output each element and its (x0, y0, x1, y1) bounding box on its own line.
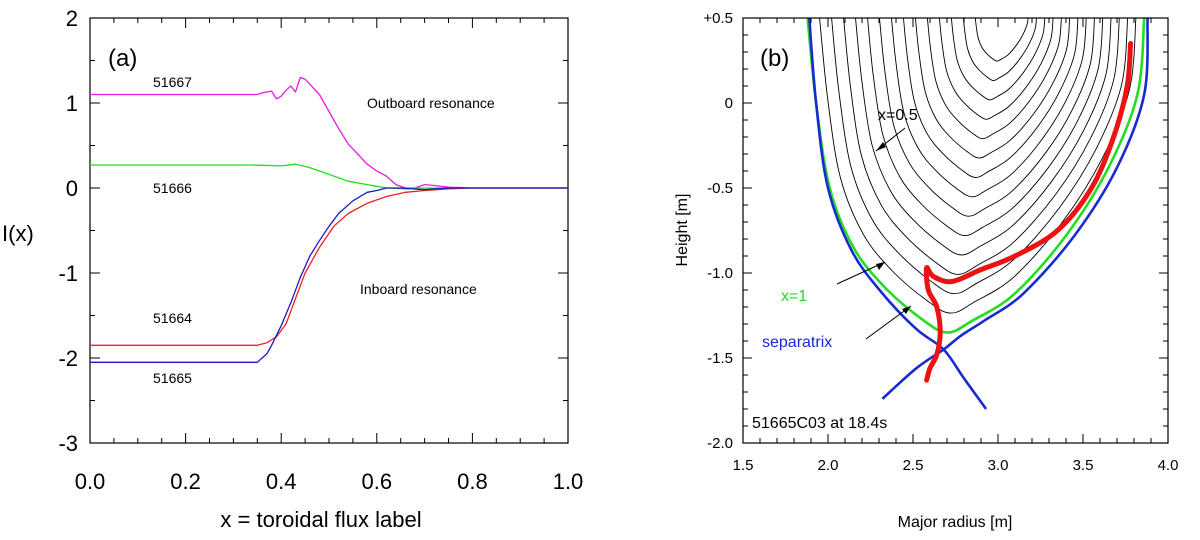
panel-a-ylabel: I(x) (2, 221, 34, 246)
series-line-51665 (90, 187, 568, 363)
panel-b-curves (806, 18, 1149, 410)
series-line-51664 (90, 187, 568, 346)
resonance-curve (923, 41, 1134, 383)
series-label-51667: 51667 (153, 74, 192, 90)
series-line-51667 (90, 76, 568, 189)
panel-b: 1.5 2.0 2.5 3.0 3.5 4.0 +0.5 0 -0.5 -1.0 -1.5 -2.0… (674, 10, 1178, 531)
y-tick-label: -1 (58, 261, 78, 286)
x-tick-label: 0.4 (266, 469, 297, 494)
x-tick-label: 2.0 (818, 457, 839, 474)
panel-a-y-tick-labels: 2 1 0 -1 -2 -3 (58, 6, 78, 456)
x-tick-label: 3.5 (1073, 457, 1094, 474)
panel-b-flux-surfaces (819, 18, 1137, 314)
flux-surface (843, 18, 1120, 275)
y-tick-label: -1.5 (707, 350, 733, 367)
y-tick-label: 0 (725, 95, 733, 112)
flux-surface (831, 18, 1129, 295)
panel-a: 0.0 0.2 0.4 0.6 0.8 1.0 2 1 0 -1 -2 -3 (a) x = tor… (2, 6, 583, 532)
y-tick-label: 0 (66, 176, 78, 201)
separatrix-arrowhead (902, 306, 911, 314)
panel-b-x-tick-labels: 1.5 2.0 2.5 3.0 3.5 4.0 (733, 457, 1179, 474)
shot-time-label: 51665C03 at 18.4s (752, 415, 887, 432)
panel-a-label: (a) (108, 45, 137, 72)
panel-b-label: (b) (760, 45, 789, 72)
series-label-51664: 51664 (153, 310, 192, 326)
flux-surface (891, 18, 1087, 198)
separatrix-label: separatrix (762, 334, 832, 351)
x-0.5-arrowhead (876, 142, 886, 151)
flux-surface (962, 18, 1037, 82)
series-label-51665: 51665 (153, 370, 192, 386)
flux-surface (974, 18, 1029, 62)
x-tick-label: 1.0 (553, 469, 584, 494)
x-1-label: x=1 (781, 288, 807, 305)
flux-surface (950, 18, 1046, 101)
flux-surface (867, 18, 1104, 237)
x-0.5-label: x=0.5 (878, 107, 918, 124)
separatrix-left-leg (808, 18, 988, 410)
flux-surface (819, 18, 1137, 314)
y-tick-label: +0.5 (703, 10, 733, 27)
x-tick-label: 0.0 (75, 469, 106, 494)
flux-surface (879, 18, 1095, 217)
inboard-resonance-label: Inboard resonance (360, 281, 477, 297)
y-tick-label: -0.5 (707, 180, 733, 197)
flux-surface (855, 18, 1112, 256)
panel-b-tick-marks (742, 17, 1169, 444)
y-tick-label: 1 (66, 91, 78, 116)
flux-surface (938, 18, 1054, 120)
x-1-arrowhead (876, 262, 885, 270)
x-tick-label: 3.0 (988, 457, 1009, 474)
series-label-51666: 51666 (153, 180, 192, 196)
flux-surface (926, 18, 1062, 140)
y-tick-label: -2 (58, 346, 78, 371)
y-tick-label: -3 (58, 431, 78, 456)
x-tick-label: 1.5 (733, 457, 754, 474)
y-tick-label: -1.0 (707, 265, 733, 282)
flux-surface (903, 18, 1079, 178)
separatrix-right-leg (881, 18, 1149, 400)
x1-flux-surface (806, 18, 1146, 334)
x-tick-label: 4.0 (1158, 457, 1179, 474)
outboard-resonance-label: Outboard resonance (367, 95, 495, 111)
x-tick-label: 0.2 (170, 469, 201, 494)
panel-b-ylabel: Height [m] (674, 194, 691, 267)
y-tick-label: -2.0 (707, 435, 733, 452)
panel-a-tick-marks (89, 17, 569, 444)
panel-a-series (90, 76, 568, 363)
x-tick-label: 0.8 (457, 469, 488, 494)
separatrix-arrow (865, 305, 912, 340)
panel-b-y-tick-labels: +0.5 0 -0.5 -1.0 -1.5 -2.0 (703, 10, 733, 452)
x-tick-label: 2.5 (903, 457, 924, 474)
panel-a-xlabel: x = toroidal flux label (220, 507, 421, 532)
x-tick-label: 0.6 (362, 469, 393, 494)
panel-a-x-tick-labels: 0.0 0.2 0.4 0.6 0.8 1.0 (75, 469, 584, 494)
panel-b-xlabel: Major radius [m] (898, 514, 1013, 531)
panel-b-plot-frame (742, 17, 1169, 444)
flux-surface (914, 18, 1071, 159)
y-tick-label: 2 (66, 6, 78, 31)
